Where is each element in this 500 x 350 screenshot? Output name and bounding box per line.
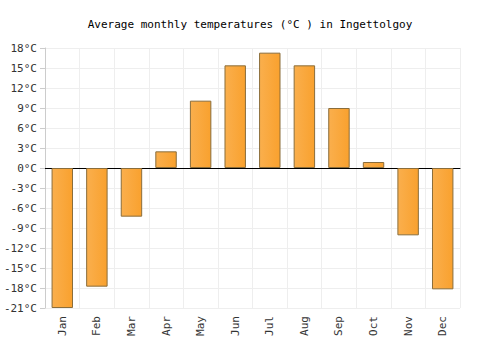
svg-text:18°C: 18°C <box>11 42 38 55</box>
svg-text:-12°C: -12°C <box>4 242 37 255</box>
svg-text:May: May <box>194 316 207 336</box>
svg-text:Dec: Dec <box>436 316 449 336</box>
svg-text:Aug: Aug <box>298 316 311 336</box>
svg-text:3°C: 3°C <box>17 142 37 155</box>
svg-text:-18°C: -18°C <box>4 282 37 295</box>
svg-text:-15°C: -15°C <box>4 262 37 275</box>
svg-text:15°C: 15°C <box>11 62 38 75</box>
svg-text:-6°C: -6°C <box>11 202 38 215</box>
svg-text:Sep: Sep <box>332 316 345 336</box>
svg-text:-9°C: -9°C <box>11 222 38 235</box>
svg-text:Average monthly temperatures (: Average monthly temperatures (°C ) in In… <box>88 18 413 31</box>
svg-text:12°C: 12°C <box>11 82 38 95</box>
svg-text:Feb: Feb <box>90 316 103 336</box>
svg-text:Apr: Apr <box>160 316 173 336</box>
svg-text:Mar: Mar <box>125 316 138 336</box>
svg-text:Jan: Jan <box>56 316 69 336</box>
svg-text:Jun: Jun <box>229 316 242 336</box>
svg-text:Nov: Nov <box>402 316 415 336</box>
svg-text:Oct: Oct <box>367 316 380 336</box>
svg-text:-21°C: -21°C <box>4 302 37 315</box>
svg-text:-3°C: -3°C <box>11 182 38 195</box>
svg-text:Jul: Jul <box>263 316 276 336</box>
svg-text:0°C: 0°C <box>17 162 37 175</box>
svg-text:6°C: 6°C <box>17 122 37 135</box>
svg-text:9°C: 9°C <box>17 102 37 115</box>
